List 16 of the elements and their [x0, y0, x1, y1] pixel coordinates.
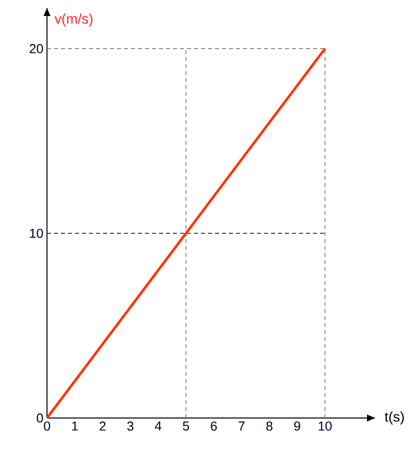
- x-axis-title: t(s): [384, 411, 404, 424]
- y-tick-label: 0: [36, 413, 43, 423]
- x-tick-label: 2: [100, 422, 106, 431]
- x-tick-label: 6: [210, 422, 217, 431]
- x-tick-label: 8: [266, 422, 272, 431]
- x-tick-label: 3: [127, 422, 134, 431]
- x-tick-label: 7: [238, 422, 245, 430]
- x-tick-label: 0: [44, 422, 50, 431]
- x-tick-label: 5: [182, 422, 190, 431]
- y-tick-label: 20: [30, 44, 43, 54]
- x-tick-label: 4: [154, 422, 162, 430]
- y-axis-title: v(m/s): [54, 14, 92, 27]
- x-tick-label: 1: [72, 422, 78, 430]
- x-tick-label: 9: [294, 422, 300, 431]
- x-tick-label: 10: [318, 422, 332, 431]
- y-tick-label: 10: [30, 228, 43, 238]
